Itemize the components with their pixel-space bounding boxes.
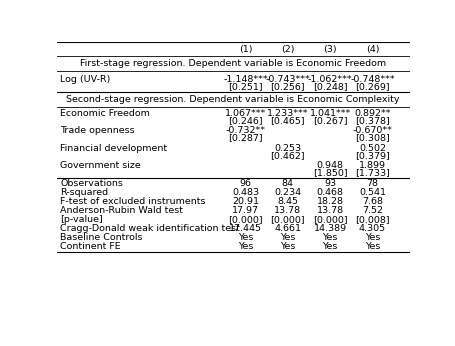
- Text: (2): (2): [281, 45, 294, 54]
- Text: Observations: Observations: [61, 179, 123, 188]
- Text: 0.502: 0.502: [359, 144, 386, 153]
- Text: [0.308]: [0.308]: [355, 134, 390, 143]
- Text: 17.445: 17.445: [229, 224, 262, 233]
- Text: First-stage regression. Dependent variable is Economic Freedom: First-stage regression. Dependent variab…: [80, 59, 386, 68]
- Text: 7.52: 7.52: [362, 206, 383, 215]
- Text: [0.267]: [0.267]: [313, 116, 348, 125]
- Text: (4): (4): [366, 45, 379, 54]
- Text: 0.948: 0.948: [317, 161, 344, 170]
- Text: -0.743***: -0.743***: [265, 75, 310, 84]
- Text: 0.468: 0.468: [317, 188, 344, 197]
- Text: [0.378]: [0.378]: [355, 116, 390, 125]
- Text: 1.233***: 1.233***: [267, 109, 308, 118]
- Text: Economic Freedom: Economic Freedom: [61, 109, 150, 118]
- Text: Continent FE: Continent FE: [61, 242, 121, 251]
- Text: [0.246]: [0.246]: [228, 116, 263, 125]
- Text: [0.008]: [0.008]: [355, 215, 390, 224]
- Text: 4.305: 4.305: [359, 224, 386, 233]
- Text: [0.000]: [0.000]: [271, 215, 305, 224]
- Text: 78: 78: [366, 179, 379, 188]
- Text: (1): (1): [239, 45, 252, 54]
- Text: R-squared: R-squared: [61, 188, 109, 197]
- Text: 0.253: 0.253: [274, 144, 301, 153]
- Text: 84: 84: [282, 179, 294, 188]
- Text: [0.248]: [0.248]: [313, 82, 348, 91]
- Text: Financial development: Financial development: [61, 144, 167, 153]
- Text: [0.269]: [0.269]: [355, 82, 390, 91]
- Text: -1.062***: -1.062***: [308, 75, 353, 84]
- Text: 0.483: 0.483: [232, 188, 259, 197]
- Text: Second-stage regression. Dependent variable is Economic Complexity: Second-stage regression. Dependent varia…: [66, 95, 400, 104]
- Text: Yes: Yes: [238, 233, 253, 242]
- Text: Government size: Government size: [61, 161, 141, 170]
- Text: -0.670**: -0.670**: [353, 126, 392, 135]
- Text: Log (UV-R): Log (UV-R): [61, 75, 111, 84]
- Text: Trade openness: Trade openness: [61, 126, 135, 135]
- Text: Yes: Yes: [365, 233, 380, 242]
- Text: 8.45: 8.45: [278, 197, 298, 206]
- Text: Cragg-Donald weak identification test: Cragg-Donald weak identification test: [61, 224, 240, 233]
- Text: [1.733]: [1.733]: [355, 168, 390, 177]
- Text: Yes: Yes: [280, 242, 296, 251]
- Text: F-test of excluded instruments: F-test of excluded instruments: [61, 197, 206, 206]
- Text: 1.041***: 1.041***: [309, 109, 351, 118]
- Text: 0.892**: 0.892**: [354, 109, 391, 118]
- Text: 0.541: 0.541: [359, 188, 386, 197]
- Text: [0.379]: [0.379]: [355, 151, 390, 160]
- Text: -0.732**: -0.732**: [226, 126, 266, 135]
- Text: Yes: Yes: [280, 233, 296, 242]
- Text: 93: 93: [324, 179, 336, 188]
- Text: 7.68: 7.68: [362, 197, 383, 206]
- Text: 13.78: 13.78: [317, 206, 344, 215]
- Text: -1.148***: -1.148***: [223, 75, 268, 84]
- Text: Yes: Yes: [365, 242, 380, 251]
- Text: 0.234: 0.234: [274, 188, 301, 197]
- Text: Yes: Yes: [323, 242, 338, 251]
- Text: Yes: Yes: [238, 242, 253, 251]
- Text: Baseline Controls: Baseline Controls: [61, 233, 143, 242]
- Text: 1.899: 1.899: [359, 161, 386, 170]
- Text: 13.78: 13.78: [274, 206, 301, 215]
- Text: [0.000]: [0.000]: [228, 215, 263, 224]
- Text: Yes: Yes: [323, 233, 338, 242]
- Text: [0.287]: [0.287]: [228, 134, 263, 143]
- Text: 20.91: 20.91: [232, 197, 259, 206]
- Text: [0.465]: [0.465]: [271, 116, 305, 125]
- Text: 17.97: 17.97: [232, 206, 259, 215]
- Text: [0.462]: [0.462]: [271, 151, 305, 160]
- Text: 96: 96: [239, 179, 252, 188]
- Text: [p-value]: [p-value]: [61, 215, 103, 224]
- Text: 18.28: 18.28: [317, 197, 344, 206]
- Text: [0.256]: [0.256]: [271, 82, 305, 91]
- Text: -0.748***: -0.748***: [350, 75, 395, 84]
- Text: (3): (3): [324, 45, 337, 54]
- Text: 14.389: 14.389: [313, 224, 347, 233]
- Text: 4.661: 4.661: [274, 224, 301, 233]
- Text: [0.000]: [0.000]: [313, 215, 348, 224]
- Text: [1.850]: [1.850]: [313, 168, 348, 177]
- Text: [0.251]: [0.251]: [228, 82, 263, 91]
- Text: Anderson-Rubin Wald test: Anderson-Rubin Wald test: [61, 206, 183, 215]
- Text: 1.067***: 1.067***: [225, 109, 266, 118]
